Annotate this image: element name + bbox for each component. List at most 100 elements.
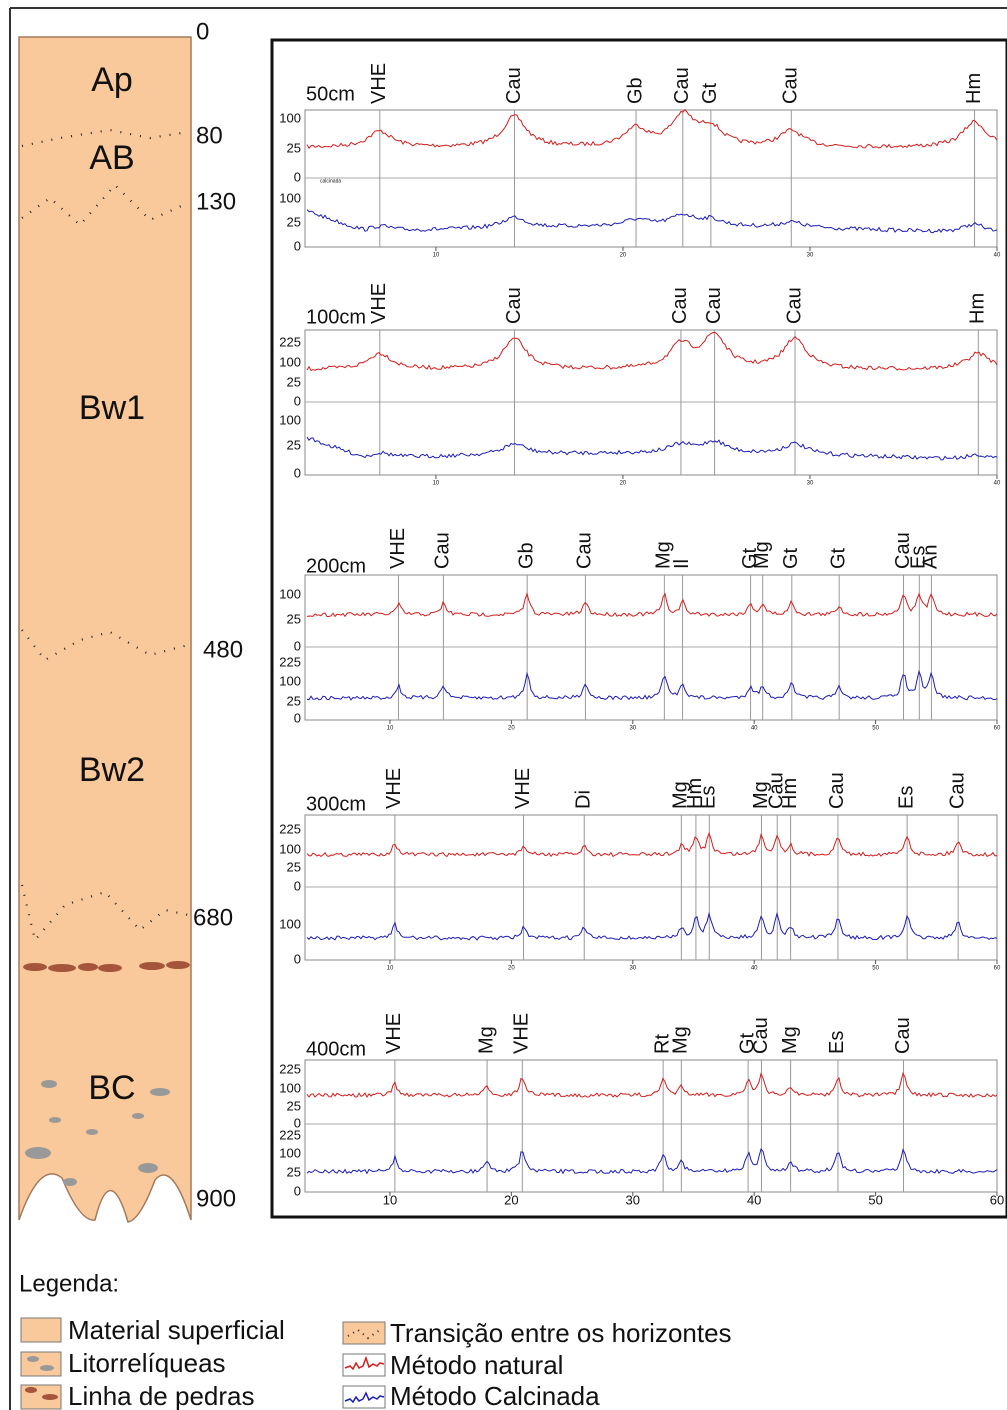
x-tick-label: 40: [994, 253, 1001, 259]
y-tick-label: 25: [287, 693, 301, 708]
y-tick-label: 225: [279, 821, 301, 836]
y-tick-label: 0: [294, 1183, 301, 1198]
natural-curve: [306, 592, 998, 618]
y-tick-label: 0: [294, 238, 301, 253]
depth-label: 0: [196, 18, 209, 45]
peak-label: Cau: [432, 532, 454, 569]
depth-label: 680: [193, 904, 233, 931]
peak-label: Mg: [653, 541, 675, 569]
peak-label: Cau: [503, 287, 525, 324]
stone-line: [23, 961, 190, 972]
x-tick-label: 60: [990, 1192, 1004, 1207]
peak-label: Cau: [669, 287, 691, 324]
x-tick-label: 60: [994, 966, 1001, 972]
y-tick-label: 0: [294, 951, 301, 966]
peak-label: Cau: [780, 67, 802, 104]
legend-label: Material superficial: [68, 1315, 285, 1345]
curve-note: calcinada: [320, 178, 341, 184]
y-tick-label: 100: [279, 673, 301, 688]
legend-label: Transição entre os horizontes: [390, 1318, 732, 1348]
peak-label: VHE: [368, 283, 390, 324]
peak-label: VHE: [387, 528, 409, 569]
x-tick-label: 10: [383, 1192, 397, 1207]
y-tick-label: 0: [294, 710, 301, 725]
peak-label: Gt: [699, 82, 721, 104]
y-tick-label: 25: [287, 1098, 301, 1113]
xrd-box: [270, 38, 1007, 1219]
peak-label: Gb: [515, 542, 537, 569]
peak-label: VHE: [383, 1013, 405, 1054]
peak-label: An: [920, 545, 942, 569]
x-tick-label: 10: [387, 726, 394, 732]
peak-label: Hm: [963, 73, 985, 104]
depth-title: 100cm: [306, 306, 366, 328]
y-tick-label: 100: [279, 916, 301, 931]
x-tick-label: 60: [994, 726, 1001, 732]
y-tick-label: 25: [287, 374, 301, 389]
peak-label: Rt: [651, 1034, 673, 1054]
depth-label: 900: [196, 1185, 236, 1212]
peak-label: Cau: [892, 1017, 914, 1054]
x-tick-label: 20: [508, 726, 515, 732]
peak-label: Mg: [670, 1026, 692, 1054]
peak-label: Es: [908, 546, 930, 569]
y-tick-label: 100: [279, 412, 301, 427]
peak-label: VHE: [383, 768, 405, 809]
peak-label: Cau: [750, 1017, 772, 1054]
legend-swatch: [342, 1321, 386, 1345]
depth-title: 400cm: [306, 1038, 366, 1060]
peak-label: Gt: [739, 547, 761, 569]
legend-label: Método natural: [390, 1350, 563, 1380]
depth-title: 200cm: [306, 555, 366, 577]
peak-label: Mg: [475, 1026, 497, 1054]
y-tick-label: 0: [294, 878, 301, 893]
x-tick-label: 10: [387, 966, 394, 972]
peak-label: Il: [671, 559, 693, 569]
y-tick-label: 25: [287, 214, 301, 229]
y-tick-label: 100: [279, 190, 301, 205]
y-tick-label: 100: [279, 586, 301, 601]
calcined-curve: [306, 911, 998, 941]
horizon-label: Ap: [91, 61, 133, 99]
peak-label: Mg: [670, 781, 692, 809]
y-tick-label: 100: [279, 354, 301, 369]
y-tick-label: 225: [279, 334, 301, 349]
peak-label: Es: [895, 786, 917, 809]
x-tick-label: 20: [620, 253, 627, 259]
x-tick-label: 50: [872, 966, 879, 972]
x-tick-label: 40: [747, 1192, 761, 1207]
soil-profile: [18, 36, 192, 1223]
legend-label: Litorrelíqueas: [68, 1348, 226, 1378]
peak-label: VHE: [512, 768, 534, 809]
y-tick-label: 0: [294, 1115, 301, 1130]
y-tick-label: 0: [294, 465, 301, 480]
natural-curve: [306, 1072, 998, 1098]
y-tick-label: 0: [294, 638, 301, 653]
x-tick-label: 40: [994, 481, 1001, 487]
natural-curve: [306, 108, 998, 150]
y-tick-label: 100: [279, 110, 301, 125]
legend: Legenda:: [19, 1270, 386, 1410]
x-tick-label: 20: [508, 966, 515, 972]
horizon-label: Bw2: [79, 751, 145, 789]
calcined-curve: [306, 436, 998, 461]
x-tick-label: 10: [433, 253, 440, 259]
litorreliquias: [25, 1080, 170, 1186]
peak-label: VHE: [511, 1013, 533, 1054]
depth-title: 50cm: [306, 83, 355, 105]
peak-label: Gt: [736, 1032, 758, 1054]
x-tick-label: 40: [751, 726, 758, 732]
depth-label: 130: [196, 188, 236, 215]
legend-label: Linha de pedras: [68, 1381, 254, 1410]
peak-label: Hm: [779, 778, 801, 809]
peak-label: Gb: [624, 77, 646, 104]
peak-label: Cau: [766, 772, 788, 809]
x-tick-label: 50: [868, 1192, 882, 1207]
y-tick-label: 225: [279, 1127, 301, 1142]
legend-swatch: [20, 1317, 62, 1343]
peak-label: Mg: [751, 541, 773, 569]
peak-label: Es: [826, 1031, 848, 1054]
y-tick-label: 225: [279, 1061, 301, 1076]
peak-label: Cau: [703, 287, 725, 324]
